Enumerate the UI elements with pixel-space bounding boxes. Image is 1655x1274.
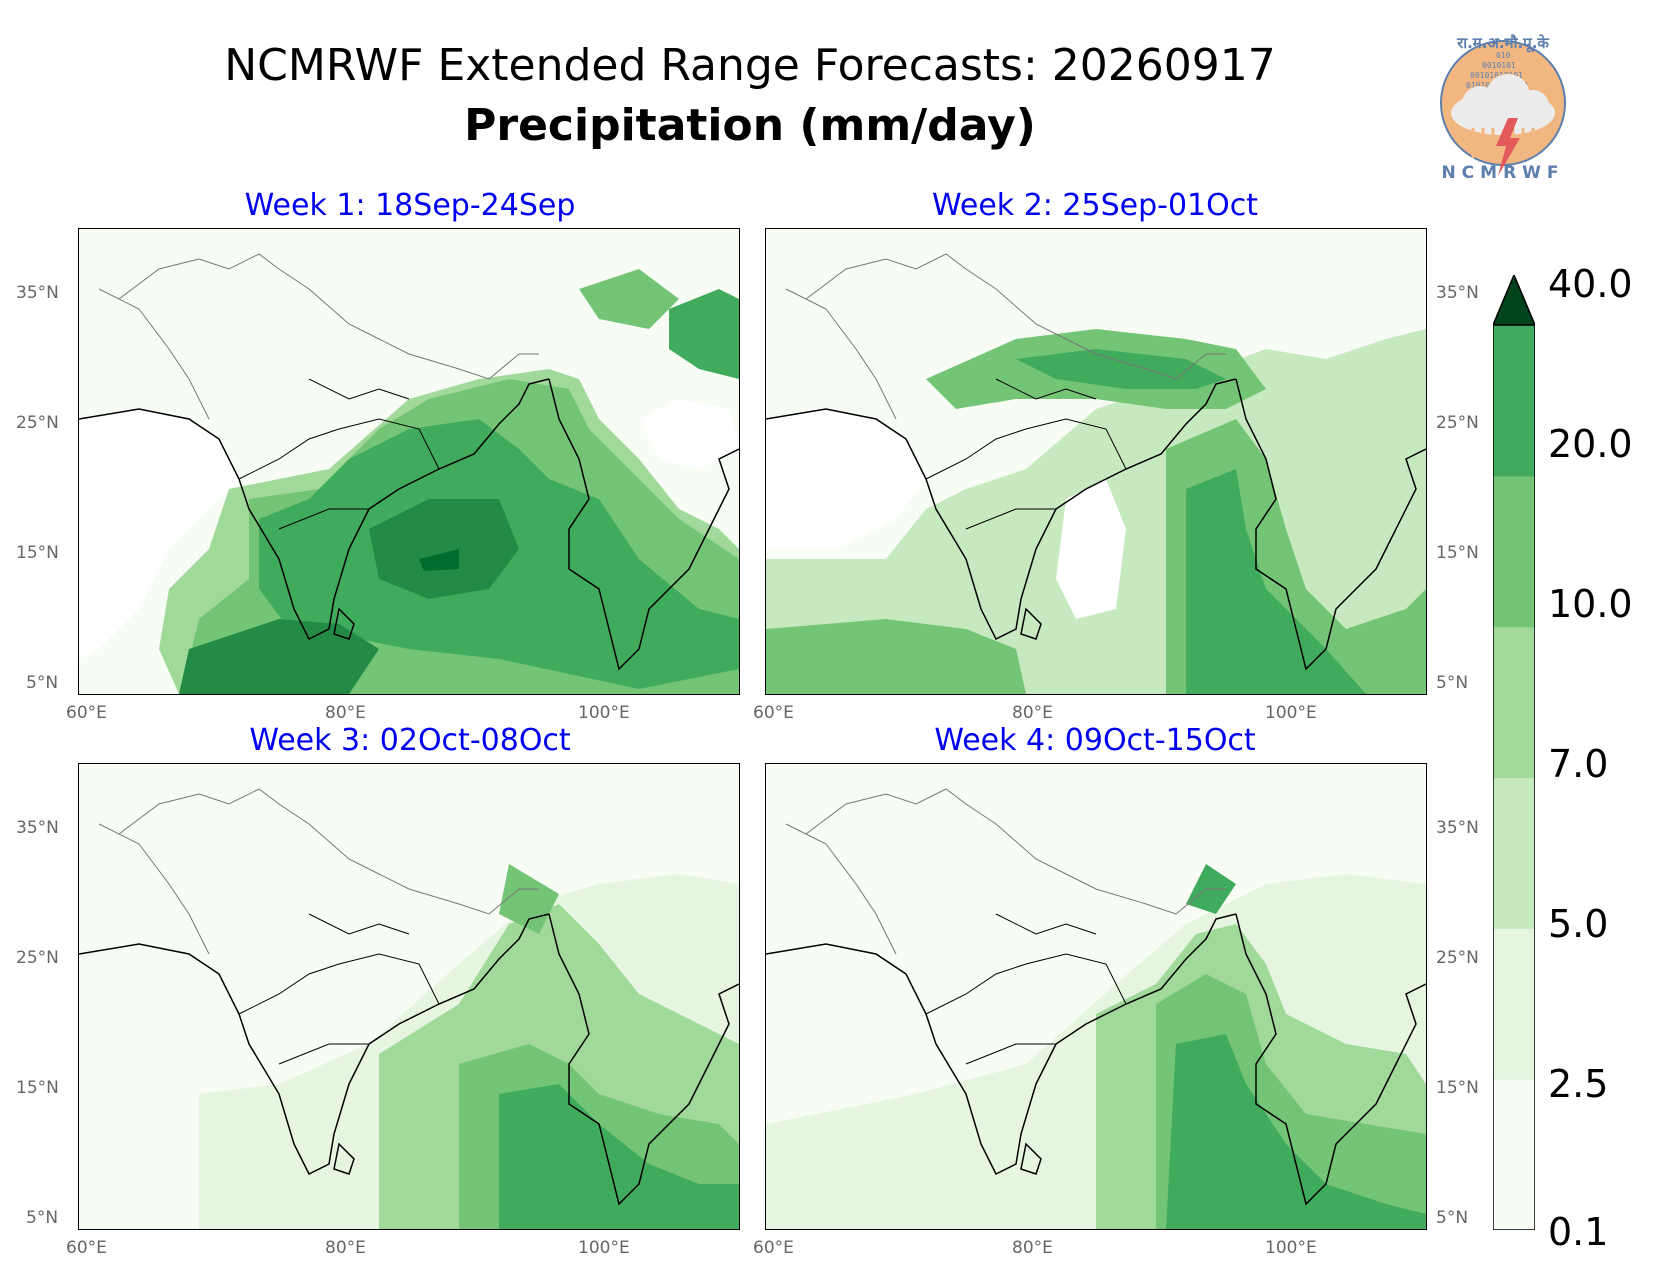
xtick-p3-100: 100°E — [578, 1238, 630, 1258]
svg-text:00101010101: 00101010101 — [1470, 71, 1523, 80]
xtick-p2-100: 100°E — [1265, 703, 1317, 723]
colorbar — [1491, 273, 1537, 1231]
colorbar-label-7: 7.0 — [1548, 742, 1609, 786]
ytick-p2-5: 5°N — [1436, 673, 1469, 693]
xtick-p1-80: 80°E — [325, 703, 366, 723]
map-panel-week1 — [78, 228, 740, 695]
ytick-p4-25: 25°N — [1436, 948, 1479, 968]
panel-week2-title: Week 2: 25Sep-01Oct — [931, 188, 1259, 223]
colorbar-segment — [1493, 777, 1535, 929]
colorbar-segment — [1493, 1079, 1535, 1231]
ytick-p1-15: 15°N — [16, 543, 59, 563]
svg-text:0010101: 0010101 — [1482, 61, 1516, 70]
ytick-p1-35: 35°N — [16, 283, 59, 303]
xtick-p2-60: 60°E — [753, 703, 794, 723]
colorbar-label-0_1: 0.1 — [1548, 1210, 1609, 1254]
ytick-p4-5: 5°N — [1436, 1208, 1469, 1228]
xtick-p4-60: 60°E — [753, 1238, 794, 1258]
colorbar-label-40: 40.0 — [1548, 262, 1633, 306]
colorbar-segment — [1493, 928, 1535, 1080]
svg-text:010: 010 — [1496, 51, 1511, 60]
map-panel-week3 — [78, 763, 740, 1230]
xtick-p3-80: 80°E — [325, 1238, 366, 1258]
xtick-p2-80: 80°E — [1012, 703, 1053, 723]
ytick-p2-15: 15°N — [1436, 543, 1479, 563]
ytick-p4-15: 15°N — [1436, 1078, 1479, 1098]
ytick-p3-15: 15°N — [16, 1078, 59, 1098]
colorbar-extend-arrow — [1491, 273, 1537, 326]
logo-ncmrwf-text: NCMRWF — [1441, 163, 1564, 183]
ytick-p3-35: 35°N — [16, 818, 59, 838]
logo-hindi-text: रा.म.अ.मौ.पू.के — [1456, 34, 1550, 53]
main-title: NCMRWF Extended Range Forecasts: 2026091… — [224, 40, 1276, 91]
panel-week1-title: Week 1: 18Sep-24Sep — [244, 188, 576, 223]
colorbar-label-5: 5.0 — [1548, 902, 1609, 946]
main-subtitle: Precipitation (mm/day) — [464, 100, 1036, 151]
colorbar-label-10: 10.0 — [1548, 582, 1633, 626]
ytick-p1-25: 25°N — [16, 413, 59, 433]
colorbar-segment — [1493, 476, 1535, 628]
colorbar-label-20: 20.0 — [1548, 422, 1633, 466]
panel-week3-title: Week 3: 02Oct-08Oct — [249, 723, 571, 758]
ytick-p3-5: 5°N — [26, 1208, 59, 1228]
map-panel-week4 — [765, 763, 1427, 1230]
ytick-p4-35: 35°N — [1436, 818, 1479, 838]
ytick-p1-5: 5°N — [26, 673, 59, 693]
colorbar-segment — [1493, 626, 1535, 779]
ytick-p3-25: 25°N — [16, 948, 59, 968]
panel-week4-title: Week 4: 09Oct-15Oct — [934, 723, 1256, 758]
ytick-p2-35: 35°N — [1436, 283, 1479, 303]
map-panel-week2 — [765, 228, 1427, 695]
xtick-p1-60: 60°E — [66, 703, 107, 723]
ytick-p2-25: 25°N — [1436, 413, 1479, 433]
colorbar-label-2_5: 2.5 — [1548, 1062, 1609, 1106]
xtick-p4-100: 100°E — [1265, 1238, 1317, 1258]
colorbar-segment — [1493, 325, 1535, 477]
ncmrwf-logo: 010 0010101 00101010101 0101010101001 10… — [1418, 18, 1588, 188]
xtick-p1-100: 100°E — [578, 703, 630, 723]
xtick-p3-60: 60°E — [66, 1238, 107, 1258]
xtick-p4-80: 80°E — [1012, 1238, 1053, 1258]
